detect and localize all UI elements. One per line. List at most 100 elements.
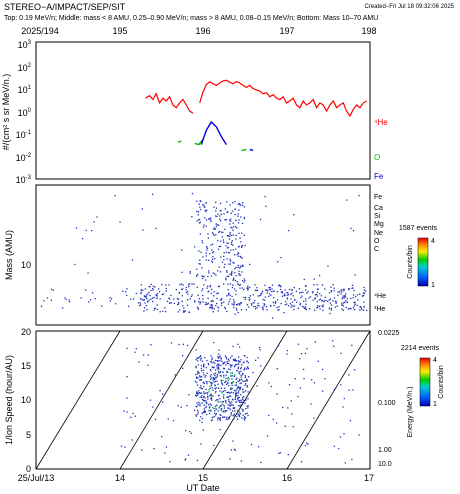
speed-dot xyxy=(196,394,199,396)
mass-dot xyxy=(206,246,208,248)
mass-dot xyxy=(318,299,320,301)
speed-dot xyxy=(222,371,224,373)
mass-dot xyxy=(204,209,206,211)
speed-dot xyxy=(205,375,207,377)
speed-dot xyxy=(231,372,233,374)
mass-dot xyxy=(232,261,234,264)
speed-dot xyxy=(304,352,306,354)
mass-dot xyxy=(233,301,236,303)
mass-dot xyxy=(219,210,221,212)
speed-dot xyxy=(238,361,241,363)
mass-dot xyxy=(362,292,365,294)
mass-dot xyxy=(173,302,175,305)
speed-dot xyxy=(200,367,203,370)
mass-dot xyxy=(257,302,259,305)
mass-dot xyxy=(193,283,195,285)
mass-dot xyxy=(196,200,198,202)
speed-dot xyxy=(197,391,199,394)
mass-dot xyxy=(215,210,217,212)
speed-dot xyxy=(228,417,230,419)
mass-dot xyxy=(205,219,208,221)
speed-dot xyxy=(246,356,248,359)
bottom-x-axis-label: UT Date xyxy=(186,483,219,493)
mass-dot xyxy=(297,307,299,309)
mass-dot xyxy=(211,261,214,263)
speed-dot xyxy=(208,389,210,391)
mass-dot xyxy=(188,284,190,286)
mass-dot xyxy=(347,308,350,310)
mass-dot xyxy=(211,260,213,262)
mass-dot xyxy=(212,233,214,235)
top-axis-tick-3: 197 xyxy=(279,26,294,36)
speed-dot xyxy=(230,375,232,377)
mass-dot xyxy=(305,309,307,311)
speed-dot xyxy=(200,443,202,445)
mass-dot xyxy=(225,219,227,221)
speed-dot xyxy=(217,363,219,365)
mass-dot xyxy=(305,289,307,291)
speed-dot xyxy=(212,366,214,368)
speed-dot xyxy=(221,403,223,405)
speed-dot xyxy=(322,368,324,371)
series-line-Fe-0 xyxy=(200,120,227,145)
mass-dot xyxy=(241,245,243,247)
mass-dot xyxy=(226,271,228,273)
mass-dot xyxy=(213,308,215,310)
mass-dot xyxy=(314,294,316,296)
speed-dot xyxy=(214,384,216,386)
mass-dot xyxy=(341,302,343,304)
middle-ytick-10: 10 xyxy=(21,260,31,270)
mass-dot xyxy=(316,291,319,293)
mass-dot xyxy=(202,275,204,277)
mass-dot xyxy=(162,293,165,295)
speed-dot xyxy=(209,385,211,387)
speed-dot xyxy=(242,398,244,401)
mass-dot xyxy=(220,213,222,215)
mass-dot xyxy=(263,303,265,305)
mass-dot xyxy=(292,305,294,307)
mass-dot xyxy=(135,292,137,295)
mass-dot xyxy=(211,299,213,302)
speed-dot xyxy=(237,418,239,420)
mass-dot xyxy=(230,273,233,275)
mass-dot xyxy=(175,289,178,291)
mass-dot xyxy=(239,303,241,305)
mass-dot xyxy=(229,204,231,206)
speed-dot xyxy=(201,396,203,399)
mass-dot xyxy=(233,278,235,281)
speed-dot xyxy=(237,392,240,394)
mass-dot xyxy=(212,252,214,254)
speed-dot xyxy=(218,368,220,370)
mass-dot xyxy=(264,299,266,301)
mass-dot xyxy=(261,290,264,292)
mass-dot xyxy=(292,295,294,297)
speed-dot xyxy=(221,392,223,394)
mass-dot xyxy=(224,219,226,221)
mass-dot xyxy=(91,230,93,232)
speed-dot xyxy=(342,406,344,408)
top-ytick-10e-2: 10-2 xyxy=(16,153,32,163)
mass-dot xyxy=(241,271,243,273)
mass-dot xyxy=(210,306,212,308)
mass-dot xyxy=(272,301,274,304)
speed-dot xyxy=(257,357,259,359)
mass-dot xyxy=(345,293,347,295)
mass-dot xyxy=(151,297,154,299)
speed-dot xyxy=(219,370,222,373)
speed-dot xyxy=(210,376,213,379)
speed-dot xyxy=(203,408,205,410)
speed-dot xyxy=(197,377,199,379)
speed-dot xyxy=(227,371,229,373)
mass-dot xyxy=(181,295,183,297)
mass-dot xyxy=(224,263,226,266)
speed-dot xyxy=(186,404,188,407)
mass-dot xyxy=(229,263,232,265)
mass-dot xyxy=(155,294,157,297)
mass-dot xyxy=(264,284,266,286)
mass-dot xyxy=(154,286,156,288)
mass-dot xyxy=(269,293,271,295)
mass-dot xyxy=(236,309,238,311)
mass-dot xyxy=(286,292,288,294)
speed-dot xyxy=(247,362,249,364)
mass-dot xyxy=(241,264,244,266)
